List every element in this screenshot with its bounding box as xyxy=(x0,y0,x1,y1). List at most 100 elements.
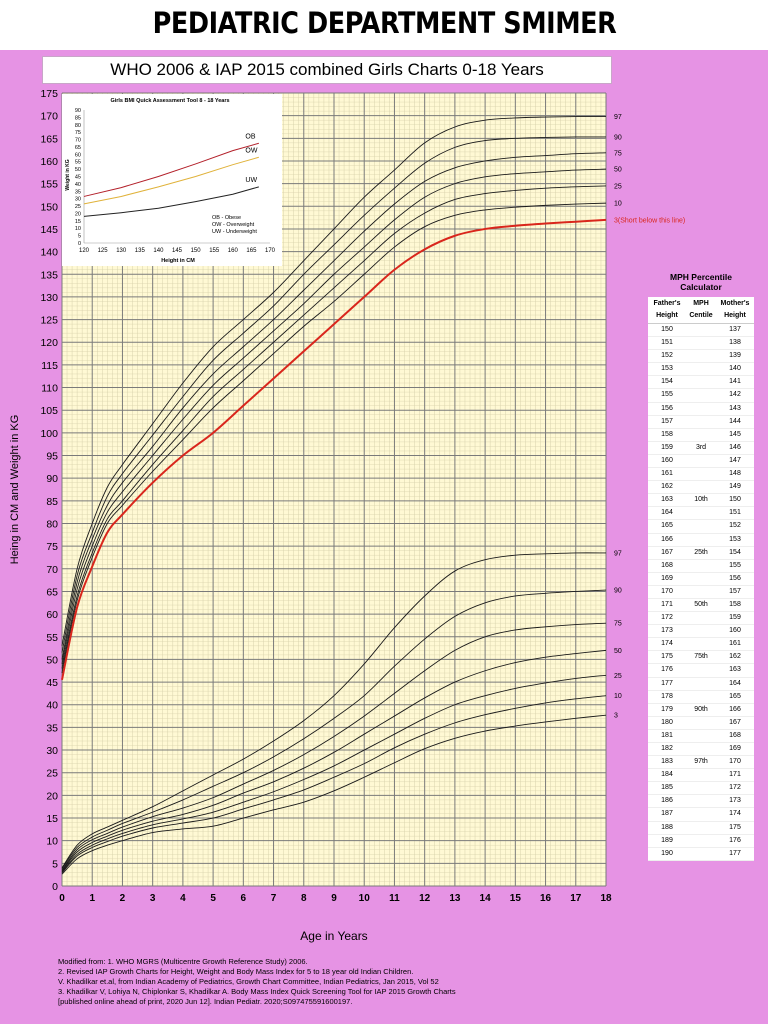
y-tick-label: 160 xyxy=(40,156,58,168)
mph-header-mother: Mother's Height xyxy=(716,297,754,324)
mph-mother-height: 177 xyxy=(716,847,754,861)
mph-father-height: 156 xyxy=(648,402,686,416)
weight-series-line xyxy=(61,674,607,873)
mph-mother-height: 145 xyxy=(716,428,754,442)
height-series-label: 97 xyxy=(614,114,622,121)
inset-series-label: OW xyxy=(245,147,257,154)
mph-row: 168 155 xyxy=(648,559,754,573)
mph-mother-height: 172 xyxy=(716,781,754,796)
mph-father-height: 157 xyxy=(648,415,686,429)
mph-mother-height: 171 xyxy=(716,768,754,783)
mph-mother-height: 141 xyxy=(716,375,754,390)
mph-row: 171 50th 158 xyxy=(648,598,754,613)
mph-mother-height: 140 xyxy=(716,362,754,377)
x-tick-label: 3 xyxy=(150,893,156,904)
mph-father-height: 187 xyxy=(648,807,686,822)
mph-mother-height: 160 xyxy=(716,624,754,639)
inset-legend-item: OB - Obese xyxy=(212,215,241,221)
mph-mother-height: 144 xyxy=(716,415,754,429)
inset-x-tick-label: 130 xyxy=(116,248,127,254)
mph-mother-height: 146 xyxy=(716,441,754,455)
mph-centile: 25th xyxy=(686,546,716,560)
mph-father-height: 166 xyxy=(648,533,686,547)
mph-mother-height: 174 xyxy=(716,807,754,822)
mph-centile xyxy=(686,336,716,351)
mph-mother-height: 143 xyxy=(716,402,754,416)
inset-x-tick-label: 170 xyxy=(265,248,276,254)
y-tick-label: 5 xyxy=(52,858,58,870)
mph-mother-height: 149 xyxy=(716,480,754,495)
y-tick-label: 170 xyxy=(40,111,58,123)
mph-row: 152 139 xyxy=(648,349,754,364)
page-header: PEDIATRIC DEPARTMENT SMIMER xyxy=(0,0,768,50)
height-percentile-lines xyxy=(61,116,607,681)
mph-father-height: 181 xyxy=(648,729,686,744)
mph-father-height: 170 xyxy=(648,585,686,599)
y-tick-label: 90 xyxy=(46,473,58,485)
y-tick-label: 10 xyxy=(46,836,58,848)
mph-centile xyxy=(686,729,716,744)
mph-centile: 50th xyxy=(686,598,716,613)
inset-series-line xyxy=(83,156,259,205)
mph-row: 184 171 xyxy=(648,768,754,783)
y-tick-label: 135 xyxy=(40,269,58,281)
mph-row: 183 97th 170 xyxy=(648,755,754,770)
height-series-label: 10 xyxy=(614,201,622,208)
y-tick-label: 150 xyxy=(40,201,58,213)
mph-centile xyxy=(686,402,716,416)
mph-row: 155 142 xyxy=(648,388,754,403)
mph-father-height: 167 xyxy=(648,546,686,560)
mph-centile: 75th xyxy=(686,650,716,665)
mph-father-height: 188 xyxy=(648,821,686,835)
mph-mother-height: 163 xyxy=(716,663,754,678)
weight-series-line xyxy=(61,714,607,875)
mph-mother-height: 170 xyxy=(716,755,754,770)
reference-line: 2. Revised IAP Growth Charts for Height,… xyxy=(58,967,414,976)
mph-row: 170 157 xyxy=(648,585,754,599)
mph-father-height: 173 xyxy=(648,624,686,639)
mph-row: 178 165 xyxy=(648,690,754,704)
x-tick-label: 7 xyxy=(271,893,277,904)
mph-mother-height: 166 xyxy=(716,703,754,717)
inset-y-tick-label: 25 xyxy=(75,204,81,210)
x-tick-label: 2 xyxy=(120,893,126,904)
mph-centile: 3rd xyxy=(686,441,716,455)
mph-father-height: 161 xyxy=(648,467,686,482)
mph-centile xyxy=(686,611,716,626)
mph-father-height: 185 xyxy=(648,781,686,796)
y-tick-label: 140 xyxy=(40,247,58,259)
mph-centile xyxy=(686,519,716,534)
mph-row: 174 161 xyxy=(648,637,754,652)
height-series-label: 3(Short below this line) xyxy=(614,217,685,224)
inset-y-tick-label: 45 xyxy=(75,175,81,181)
mph-row: 172 159 xyxy=(648,611,754,626)
inset-y-tick-label: 0 xyxy=(78,241,81,247)
height-series-line xyxy=(61,202,607,674)
x-tick-label: 6 xyxy=(241,893,247,904)
reference-line: [published online ahead of print, 2020 J… xyxy=(58,997,353,1006)
y-tick-label: 35 xyxy=(46,722,58,734)
height-series-line xyxy=(61,218,607,681)
mph-father-height: 164 xyxy=(648,506,686,521)
references: Modified from: 1. WHO MGRS (Multicentre … xyxy=(58,957,748,1007)
inset-x-tick-label: 165 xyxy=(246,248,257,254)
y-tick-label: 105 xyxy=(40,405,58,417)
inset-y-tick-label: 35 xyxy=(75,189,81,195)
inset-y-tick-label: 10 xyxy=(75,226,81,232)
mph-centile xyxy=(686,428,716,442)
series-labels: 97 90 75 50 25 10 3(Short below this line) 97 90… xyxy=(614,114,685,720)
inset-title: Girls BMI Quick Assessment Tool 8 - 18 Y… xyxy=(110,98,229,104)
x-tick-label: 9 xyxy=(331,893,337,904)
mph-row: 169 156 xyxy=(648,572,754,586)
mph-row: 164 151 xyxy=(648,506,754,521)
x-tick-label: 5 xyxy=(210,893,216,904)
x-tick-label: 16 xyxy=(540,893,552,904)
mph-mother-height: 150 xyxy=(716,493,754,508)
mph-mother-height: 139 xyxy=(716,349,754,364)
inset-grid xyxy=(83,110,270,244)
mph-mother-height: 153 xyxy=(716,533,754,547)
mph-centile xyxy=(686,415,716,429)
mph-centile xyxy=(686,768,716,783)
mph-father-height: 171 xyxy=(648,598,686,613)
mph-father-height: 183 xyxy=(648,755,686,770)
